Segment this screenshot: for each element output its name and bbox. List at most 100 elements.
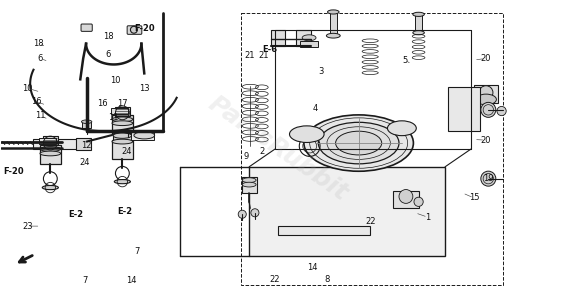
Text: 10: 10	[110, 76, 120, 85]
Text: 13: 13	[139, 84, 149, 93]
Circle shape	[414, 197, 423, 207]
Text: 15: 15	[468, 193, 479, 202]
Ellipse shape	[82, 120, 92, 123]
Ellipse shape	[114, 180, 130, 184]
Circle shape	[481, 102, 496, 117]
Circle shape	[399, 190, 413, 203]
Ellipse shape	[302, 35, 316, 41]
Ellipse shape	[40, 151, 61, 156]
Bar	[39, 138, 56, 144]
Text: 20: 20	[480, 54, 490, 63]
Text: 6: 6	[38, 54, 43, 63]
Text: 7: 7	[82, 277, 87, 285]
Bar	[300, 41, 318, 47]
Bar	[112, 115, 133, 134]
Bar	[113, 133, 131, 140]
Ellipse shape	[112, 117, 133, 122]
Text: 12: 12	[82, 141, 92, 150]
Bar	[131, 131, 154, 139]
Bar	[242, 177, 256, 193]
Text: 14: 14	[307, 263, 318, 272]
Text: 1: 1	[425, 213, 430, 222]
Text: 17: 17	[117, 99, 128, 108]
Bar	[271, 30, 285, 46]
Text: 19: 19	[483, 174, 493, 183]
Bar	[296, 30, 311, 46]
FancyBboxPatch shape	[81, 24, 92, 31]
Bar	[76, 138, 91, 150]
Circle shape	[481, 171, 496, 186]
Circle shape	[479, 86, 493, 100]
Text: 20: 20	[480, 136, 490, 145]
FancyBboxPatch shape	[127, 26, 142, 34]
Text: 3: 3	[318, 67, 324, 76]
Text: 24: 24	[122, 148, 132, 156]
Ellipse shape	[113, 133, 131, 138]
Ellipse shape	[112, 139, 133, 144]
Text: 23: 23	[22, 222, 32, 231]
Circle shape	[497, 106, 506, 116]
FancyBboxPatch shape	[82, 122, 91, 128]
Bar	[278, 226, 370, 235]
Ellipse shape	[242, 182, 256, 187]
Ellipse shape	[290, 126, 324, 142]
Ellipse shape	[112, 121, 133, 125]
Text: 11: 11	[108, 113, 119, 122]
Bar	[115, 107, 130, 116]
Bar	[111, 108, 128, 114]
Ellipse shape	[123, 123, 133, 126]
Ellipse shape	[475, 94, 496, 105]
Ellipse shape	[318, 122, 399, 164]
Text: 16: 16	[31, 97, 41, 106]
Ellipse shape	[42, 185, 58, 190]
Bar	[330, 13, 337, 35]
Ellipse shape	[413, 31, 424, 35]
Circle shape	[238, 210, 246, 218]
Bar	[43, 136, 58, 145]
Text: 11: 11	[35, 111, 46, 120]
Text: F-20: F-20	[3, 167, 24, 176]
Text: 5: 5	[402, 55, 408, 64]
Text: PartsRubbit: PartsRubbit	[204, 92, 353, 206]
Bar	[415, 15, 422, 31]
Bar	[112, 139, 133, 159]
Text: 21: 21	[244, 51, 254, 60]
Ellipse shape	[134, 132, 155, 139]
Ellipse shape	[413, 12, 424, 16]
Text: 22: 22	[270, 275, 280, 284]
Text: 16: 16	[97, 99, 108, 108]
Ellipse shape	[40, 147, 61, 151]
Text: 18: 18	[34, 39, 44, 48]
Text: F-20: F-20	[134, 24, 155, 33]
Text: 21: 21	[258, 51, 269, 60]
Ellipse shape	[242, 178, 256, 182]
Bar	[393, 190, 419, 208]
Text: 7: 7	[134, 247, 140, 256]
Text: E-6: E-6	[262, 45, 277, 54]
Text: 22: 22	[365, 217, 375, 226]
Text: 9: 9	[244, 152, 249, 161]
Bar	[249, 167, 445, 256]
Text: 10: 10	[22, 84, 32, 93]
Text: 24: 24	[80, 158, 90, 167]
FancyBboxPatch shape	[123, 125, 133, 131]
Ellipse shape	[327, 33, 340, 38]
Text: 18: 18	[102, 32, 113, 41]
Text: 6: 6	[105, 49, 111, 59]
Ellipse shape	[336, 131, 382, 155]
Circle shape	[251, 209, 259, 217]
Bar	[33, 139, 85, 149]
Bar	[240, 13, 503, 285]
Text: E-2: E-2	[69, 210, 84, 219]
Ellipse shape	[387, 121, 416, 136]
Circle shape	[130, 26, 137, 33]
Ellipse shape	[304, 115, 413, 171]
Text: 4: 4	[313, 105, 318, 114]
Bar	[474, 85, 498, 103]
Ellipse shape	[328, 10, 339, 14]
Bar	[448, 87, 479, 131]
Text: 8: 8	[324, 275, 329, 284]
Text: 2: 2	[259, 148, 265, 156]
Text: E-2: E-2	[118, 207, 133, 216]
Text: 14: 14	[126, 277, 136, 285]
